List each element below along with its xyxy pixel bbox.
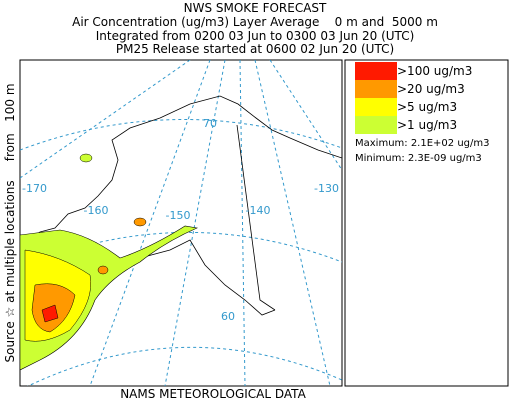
legend-swatch <box>355 62 397 80</box>
legend-swatch <box>355 98 397 116</box>
side-label: Source ☆ at multiple locations from 100 … <box>3 83 17 362</box>
footer: NAMS METEOROLOGICAL DATA <box>120 387 306 401</box>
legend-swatch <box>355 116 397 134</box>
map-label: 60 <box>221 310 235 323</box>
map: 70 -170 -160 -150 -140 -130 60 <box>19 59 343 387</box>
map-label: -140 <box>246 204 271 217</box>
map-label: 70 <box>203 117 217 130</box>
map-label: -170 <box>22 182 47 195</box>
legend-label: >5 ug/m3 <box>397 100 457 114</box>
legend-swatch <box>355 80 397 98</box>
subtitle: PM25 Release started at 0600 02 Jun 20 (… <box>116 42 394 56</box>
title: NWS SMOKE FORECAST <box>184 1 327 15</box>
legend-maximum: Maximum: 2.1E+02 ug/m3 <box>355 138 489 149</box>
map-label: -130 <box>314 182 339 195</box>
legend-label: >20 ug/m3 <box>397 82 465 96</box>
subtitle: Air Concentration (ug/m3) Layer Average … <box>72 15 438 29</box>
map-label: -150 <box>166 209 191 222</box>
legend-minimum: Minimum: 2.3E-09 ug/m3 <box>355 153 482 164</box>
subtitle: Integrated from 0200 03 Jun to 0300 03 J… <box>96 29 415 43</box>
legend: Maximum: 2.1E+02 ug/m3 Minimum: 2.3E-09 … <box>344 59 509 387</box>
legend-label: >1 ug/m3 <box>397 118 457 132</box>
legend-label: >100 ug/m3 <box>397 64 472 78</box>
map-label: -160 <box>84 204 109 217</box>
